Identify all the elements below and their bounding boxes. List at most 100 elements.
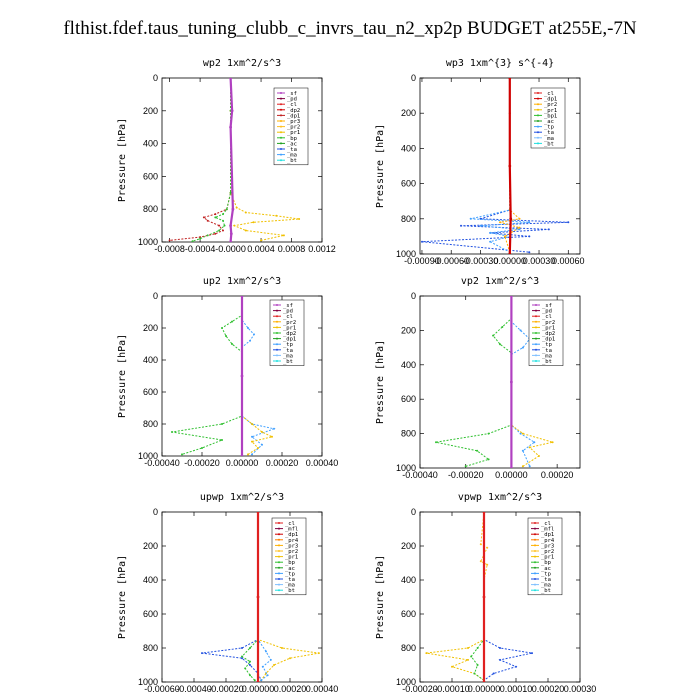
legend-marker [534, 538, 536, 541]
legend-marker [276, 320, 278, 323]
x-tick-label: -0.00020 [402, 684, 438, 694]
series-marker [476, 647, 479, 649]
y-axis-label: Pressure [hPa] [117, 555, 128, 639]
series-marker [492, 334, 495, 337]
series-marker [521, 432, 524, 435]
legend-marker [534, 583, 536, 586]
series-marker [499, 221, 501, 224]
legend-label: _tp [541, 571, 551, 577]
series-marker [510, 380, 513, 384]
series-marker [221, 327, 223, 329]
series-marker [231, 343, 233, 345]
plot-frame [161, 77, 323, 243]
legend-label: _ac [287, 141, 297, 147]
series-marker [229, 191, 232, 194]
series-marker [503, 235, 506, 238]
series-line [192, 78, 232, 242]
series-marker [499, 647, 501, 649]
legend-marker [276, 348, 278, 351]
series-marker [256, 595, 260, 599]
series-marker [508, 164, 512, 168]
legend-label: _dp2 [283, 331, 296, 337]
legend-label: _mfl [541, 527, 554, 533]
series-marker [473, 672, 476, 675]
legend-label: _dp2 [287, 108, 300, 114]
x-tick-label: 0.00020 [541, 470, 574, 480]
legend-label: _pr3 [287, 119, 300, 125]
series-marker [225, 208, 228, 211]
y-tick-label: 400 [143, 355, 158, 365]
series-marker [240, 374, 244, 378]
series-marker [251, 453, 253, 456]
y-tick-label: 800 [401, 643, 416, 653]
series-marker [214, 216, 217, 219]
x-tick-label: -0.00020 [208, 684, 244, 694]
legend-label: _pr1 [283, 325, 296, 331]
x-tick-label: 0.00020 [274, 684, 307, 694]
panel-5: upwp 1xm^2/s^3 Pressure [hPa] 0 200 400 600 80… [117, 492, 338, 694]
legend-label: _ta [287, 147, 297, 153]
legend-marker [535, 326, 537, 329]
series-line [435, 296, 512, 467]
plot-series-group [435, 296, 554, 468]
legend-label: _ac [544, 119, 554, 125]
plot-series-group [168, 78, 301, 242]
legend-marker [276, 309, 278, 312]
series-marker [251, 440, 253, 443]
series-marker [265, 650, 267, 653]
series-marker [509, 217, 513, 221]
series-marker [235, 206, 238, 209]
x-tick-label: 0.00020 [532, 684, 565, 694]
y-tick-label: 200 [143, 541, 158, 551]
x-tick-label: 0.0008 [278, 244, 306, 254]
legend-marker [280, 142, 282, 145]
series-marker [271, 435, 273, 438]
legend-label: _dp1 [287, 113, 300, 119]
legend-label: _bp1 [544, 113, 557, 119]
series-line [241, 296, 274, 455]
series-marker [567, 221, 570, 224]
legend-marker [276, 332, 278, 334]
y-tick-label: 200 [143, 106, 158, 116]
series-marker [261, 431, 263, 433]
legend-label: _pr1 [287, 130, 300, 136]
x-tick-label: 0.00060 [552, 256, 585, 266]
legend-marker [537, 142, 539, 145]
panel-title: vpwp 1xm^2/s^3 [458, 492, 542, 503]
series-marker [249, 339, 251, 342]
series-marker [281, 647, 283, 649]
legend-marker [535, 315, 537, 318]
y-tick-label: 200 [401, 541, 416, 551]
series-marker [191, 240, 194, 242]
x-tick-label: -0.00040 [144, 458, 180, 468]
series-marker [487, 432, 490, 435]
legend-marker [537, 120, 539, 122]
legend-label: _pr1 [544, 108, 557, 114]
legend-marker [280, 148, 282, 150]
x-tick-label: 0.00000 [468, 684, 501, 694]
series-marker [521, 449, 524, 452]
series-line [508, 78, 512, 254]
legend-label: _pr2 [283, 320, 296, 326]
y-tick-label: 1000 [396, 249, 416, 259]
series-marker [256, 512, 260, 514]
y-tick-label: 0 [153, 507, 158, 517]
legend-label: _sf [283, 303, 293, 309]
y-tick-label: 0 [411, 73, 416, 83]
plot-series-group [201, 512, 320, 682]
series-marker [230, 109, 234, 113]
series-marker [547, 228, 550, 231]
y-tick-label: 1000 [138, 677, 158, 687]
x-tick-label: 0.00000 [495, 470, 528, 480]
series-marker [206, 219, 209, 222]
series-marker [528, 446, 531, 449]
series-marker [222, 213, 224, 216]
legend-marker [535, 343, 537, 346]
legend-label: _pd [283, 309, 293, 315]
legend-label: _dp2 [542, 331, 555, 337]
y-tick-label: 0 [153, 73, 158, 83]
legend-label: _ta [283, 348, 293, 354]
x-tick-label: -0.00040 [402, 470, 438, 480]
series-marker [199, 236, 202, 239]
legend-label: _ta [542, 348, 552, 354]
